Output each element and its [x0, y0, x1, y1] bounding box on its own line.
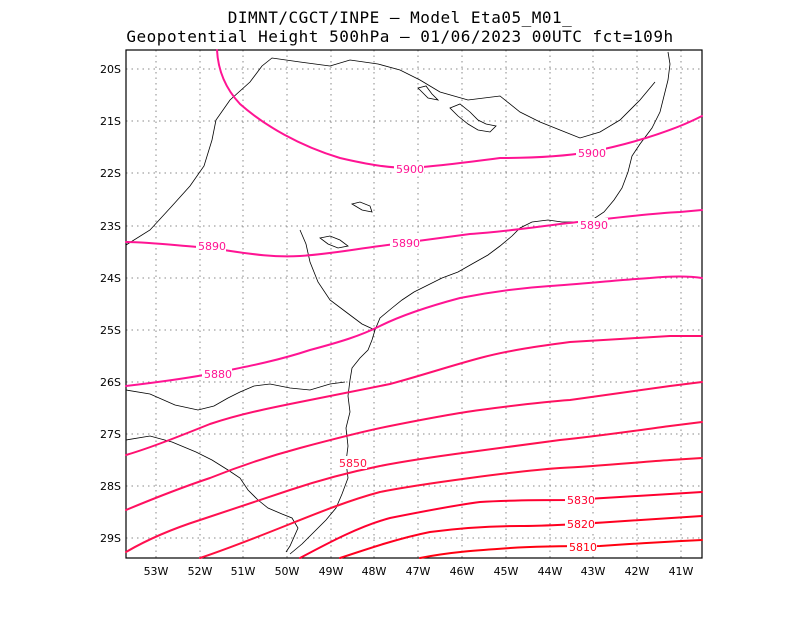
lon-tick: 47W — [406, 565, 431, 578]
lon-tick: 53W — [144, 565, 169, 578]
lon-tick: 48W — [362, 565, 387, 578]
parana-coast — [289, 329, 376, 555]
lon-tick: 43W — [581, 565, 606, 578]
river-parana — [299, 229, 376, 331]
atlantic-coastline — [374, 51, 671, 331]
lat-tick: 28S — [100, 480, 121, 493]
contour-label-5890-west: 5890 — [198, 240, 226, 253]
lon-tick: 41W — [669, 565, 694, 578]
contour-label-5890-mid: 5890 — [392, 237, 420, 250]
chart-title-line2: Geopotential Height 500hPa — 01/06/2023 … — [126, 27, 674, 46]
lon-tick: 51W — [231, 565, 256, 578]
contour-5850 — [125, 421, 703, 553]
grid — [126, 50, 702, 558]
lat-tick: 24S — [100, 272, 121, 285]
lake-small — [350, 201, 373, 213]
contour-5900 — [216, 49, 703, 170]
contour-label-5880: 5880 — [204, 368, 232, 381]
lat-tick: 20S — [100, 63, 121, 76]
lon-tick: 42W — [625, 565, 650, 578]
contour-label-5900-west: 5900 — [396, 163, 424, 176]
contour-label-5850: 5850 — [339, 457, 367, 470]
coastline-borders — [125, 51, 671, 555]
lat-tick: 29S — [100, 532, 121, 545]
state-border-sp-mg — [329, 59, 656, 139]
contour-5860 — [125, 381, 703, 511]
lat-tick: 21S — [100, 115, 121, 128]
contour-5830 — [299, 491, 703, 559]
border-argentina — [125, 435, 299, 553]
lake-interior — [449, 103, 497, 133]
lake-north — [417, 85, 440, 101]
lat-tick: 22S — [100, 167, 121, 180]
contour-5810 — [419, 539, 703, 559]
lat-tick-labels: 20S 21S 22S 23S 24S 25S 26S 27S 28S 29S — [100, 63, 121, 545]
contour-label-5900-east: 5900 — [578, 147, 606, 160]
lat-tick: 26S — [100, 376, 121, 389]
lon-tick: 52W — [188, 565, 213, 578]
state-border-pr-sc — [125, 381, 346, 411]
lon-tick: 50W — [275, 565, 300, 578]
lon-tick: 45W — [494, 565, 519, 578]
contour-label-5890-east: 5890 — [580, 219, 608, 232]
lon-tick: 46W — [450, 565, 475, 578]
contour-label-5820: 5820 — [567, 518, 595, 531]
lake-reservoir — [319, 235, 349, 249]
state-border-sp-pr — [125, 57, 331, 246]
lon-tick-labels: 53W 52W 51W 50W 49W 48W 47W 46W 45W 44W … — [144, 565, 694, 578]
contour-5870 — [125, 335, 703, 456]
contour-label-5810: 5810 — [569, 541, 597, 554]
lat-tick: 23S — [100, 220, 121, 233]
chart-title-line1: DIMNT/CGCT/INPE — Model Eta05_M01_ — [227, 8, 573, 27]
contour-label-5830: 5830 — [567, 494, 595, 507]
lat-tick: 27S — [100, 428, 121, 441]
lon-tick: 44W — [538, 565, 563, 578]
contour-5840 — [199, 457, 703, 559]
contour-5820 — [339, 515, 703, 559]
map-border — [125, 49, 703, 559]
lat-tick: 25S — [100, 324, 121, 337]
lon-tick: 49W — [319, 565, 344, 578]
